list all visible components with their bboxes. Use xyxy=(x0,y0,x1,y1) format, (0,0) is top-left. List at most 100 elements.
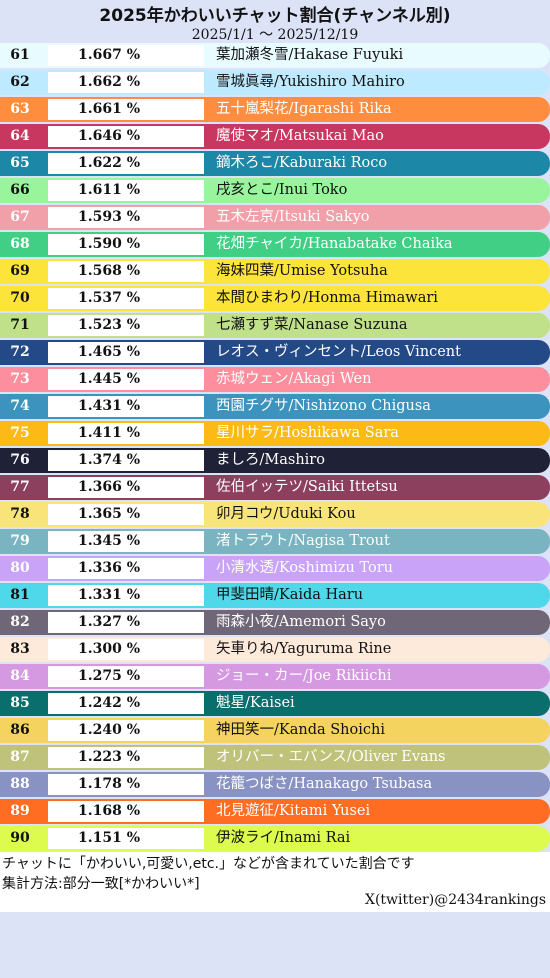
ranking-row: 63 1.661 % 五十嵐梨花/Igarashi Rika xyxy=(0,96,550,123)
percent-value: 1.667 % xyxy=(78,47,141,63)
percent-box: 1.178 % xyxy=(48,774,204,795)
channel-name: 本間ひまわり/Honma Himawari xyxy=(216,290,438,306)
percent-value: 1.275 % xyxy=(78,668,141,684)
percent-box: 1.611 % xyxy=(48,180,204,201)
ranking-row: 82 1.327 % 雨森小夜/Amemori Sayo xyxy=(0,609,550,636)
percent-value: 1.300 % xyxy=(78,641,141,657)
date-range: 2025/1/1 〜 2025/12/19 xyxy=(191,27,359,43)
percent-value: 1.593 % xyxy=(78,209,141,225)
percent-box: 1.593 % xyxy=(48,207,204,228)
ranking-row: 86 1.240 % 神田笑一/Kanda Shoichi xyxy=(0,717,550,744)
channel-name: 七瀬すず菜/Nanase Suzuna xyxy=(216,317,408,333)
percent-value: 1.327 % xyxy=(78,614,141,630)
channel-name: 五木左京/Itsuki Sakyo xyxy=(216,209,370,225)
header: 2025年かわいいチャット割合(チャンネル別) 2025/1/1 〜 2025/… xyxy=(0,0,550,43)
channel-name: 星川サラ/Hoshikawa Sara xyxy=(216,425,399,441)
percent-box: 1.374 % xyxy=(48,450,204,471)
percent-value: 1.523 % xyxy=(78,317,141,333)
percent-box: 1.345 % xyxy=(48,531,204,552)
ranking-row: 64 1.646 % 魔使マオ/Matsukai Mao xyxy=(0,123,550,150)
percent-box: 1.411 % xyxy=(48,423,204,444)
ranking-row: 78 1.365 % 卯月コウ/Uduki Kou xyxy=(0,501,550,528)
rank-number: 78 xyxy=(10,506,30,522)
channel-name: 矢車りね/Yaguruma Rine xyxy=(216,641,392,657)
percent-box: 1.365 % xyxy=(48,504,204,525)
ranking-row: 76 1.374 % ましろ/Mashiro xyxy=(0,447,550,474)
channel-name: 雨森小夜/Amemori Sayo xyxy=(216,614,386,630)
percent-box: 1.223 % xyxy=(48,747,204,768)
ranking-row: 90 1.151 % 伊波ライ/Inami Rai xyxy=(0,825,550,852)
channel-name: 五十嵐梨花/Igarashi Rika xyxy=(216,101,392,117)
ranking-row: 77 1.366 % 佐伯イッテツ/Saiki Ittetsu xyxy=(0,474,550,501)
ranking-row: 62 1.662 % 雪城眞尋/Yukishiro Mahiro xyxy=(0,69,550,96)
percent-value: 1.662 % xyxy=(78,74,141,90)
ranking-row: 72 1.465 % レオス・ヴィンセント/Leos Vincent xyxy=(0,339,550,366)
ranking-row: 66 1.611 % 戌亥とこ/Inui Toko xyxy=(0,177,550,204)
channel-name: 甲斐田晴/Kaida Haru xyxy=(216,587,364,603)
footer-note-definition: チャットに「かわいい,可愛い,etc.」などが含まれていた割合です xyxy=(2,856,415,872)
ranking-row: 61 1.667 % 葉加瀬冬雪/Hakase Fuyuki xyxy=(0,42,550,69)
channel-name: ましろ/Mashiro xyxy=(216,452,325,468)
ranking-row: 88 1.178 % 花籠つばさ/Hanakago Tsubasa xyxy=(0,771,550,798)
rank-number: 83 xyxy=(10,641,30,657)
rank-number: 65 xyxy=(10,155,30,171)
ranking-row: 74 1.431 % 西園チグサ/Nishizono Chigusa xyxy=(0,393,550,420)
rank-number: 61 xyxy=(10,47,30,63)
percent-value: 1.374 % xyxy=(78,452,141,468)
percent-value: 1.168 % xyxy=(78,803,141,819)
percent-value: 1.331 % xyxy=(78,587,141,603)
rank-number: 88 xyxy=(10,776,30,792)
percent-value: 1.590 % xyxy=(78,236,141,252)
percent-value: 1.151 % xyxy=(78,830,141,846)
rank-number: 70 xyxy=(10,290,30,306)
rank-number: 62 xyxy=(10,74,30,90)
rank-number: 89 xyxy=(10,803,30,819)
ranking-row: 84 1.275 % ジョー・カー/Joe Rikiichi xyxy=(0,663,550,690)
channel-name: 西園チグサ/Nishizono Chigusa xyxy=(216,398,431,414)
channel-name: 北見遊征/Kitami Yusei xyxy=(216,803,371,819)
rank-number: 85 xyxy=(10,695,30,711)
percent-box: 1.242 % xyxy=(48,693,204,714)
channel-name: 魁星/Kaisei xyxy=(216,695,295,711)
channel-name: 小清水透/Koshimizu Toru xyxy=(216,560,393,576)
percent-value: 1.223 % xyxy=(78,749,141,765)
percent-value: 1.568 % xyxy=(78,263,141,279)
rank-number: 68 xyxy=(10,236,30,252)
percent-value: 1.336 % xyxy=(78,560,141,576)
percent-value: 1.537 % xyxy=(78,290,141,306)
channel-name: 赤城ウェン/Akagi Wen xyxy=(216,371,372,387)
percent-value: 1.345 % xyxy=(78,533,141,549)
ranking-row: 89 1.168 % 北見遊征/Kitami Yusei xyxy=(0,798,550,825)
rank-number: 64 xyxy=(10,128,30,144)
channel-name: 戌亥とこ/Inui Toko xyxy=(216,182,348,198)
percent-box: 1.327 % xyxy=(48,612,204,633)
percent-box: 1.431 % xyxy=(48,396,204,417)
percent-value: 1.242 % xyxy=(78,695,141,711)
percent-value: 1.411 % xyxy=(78,425,141,441)
channel-name: オリバー・エバンス/Oliver Evans xyxy=(216,749,446,765)
percent-box: 1.168 % xyxy=(48,801,204,822)
percent-box: 1.537 % xyxy=(48,288,204,309)
percent-box: 1.622 % xyxy=(48,153,204,174)
percent-box: 1.275 % xyxy=(48,666,204,687)
rank-number: 72 xyxy=(10,344,30,360)
rank-number: 81 xyxy=(10,587,30,603)
rank-number: 74 xyxy=(10,398,30,414)
footer: チャットに「かわいい,可愛い,etc.」などが含まれていた割合です 集計方法:部… xyxy=(0,852,550,912)
rank-number: 87 xyxy=(10,749,30,765)
channel-name: ジョー・カー/Joe Rikiichi xyxy=(216,668,392,684)
rank-number: 82 xyxy=(10,614,30,630)
channel-name: 卯月コウ/Uduki Kou xyxy=(216,506,356,522)
footer-note-method: 集計方法:部分一致[*かわいい*] xyxy=(2,876,200,892)
rank-number: 67 xyxy=(10,209,30,225)
percent-value: 1.611 % xyxy=(78,182,141,198)
percent-box: 1.590 % xyxy=(48,234,204,255)
channel-name: 伊波ライ/Inami Rai xyxy=(216,830,351,846)
ranking-row: 80 1.336 % 小清水透/Koshimizu Toru xyxy=(0,555,550,582)
channel-name: 花畑チャイカ/Hanabatake Chaika xyxy=(216,236,453,252)
credit-handle: X(twitter)@2434rankings xyxy=(364,892,546,908)
channel-name: 雪城眞尋/Yukishiro Mahiro xyxy=(216,74,405,90)
rank-number: 80 xyxy=(10,560,30,576)
rank-number: 76 xyxy=(10,452,30,468)
percent-box: 1.366 % xyxy=(48,477,204,498)
